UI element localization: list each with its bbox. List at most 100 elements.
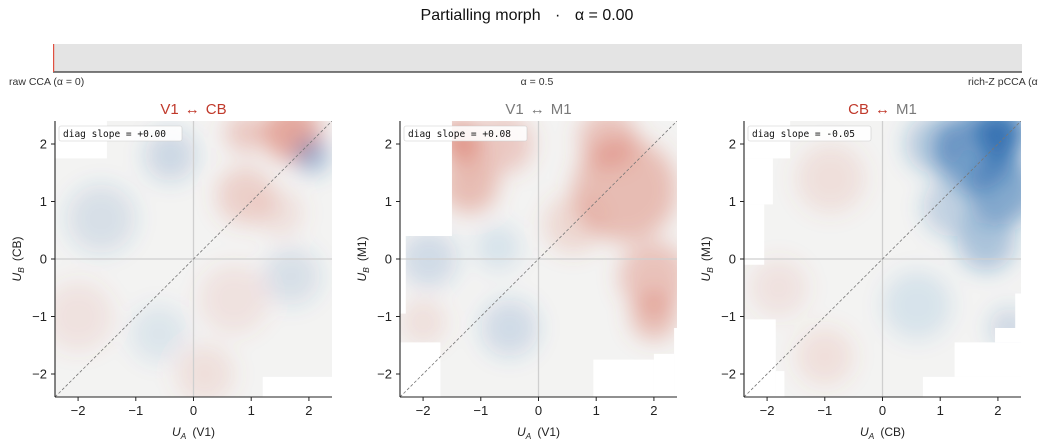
masked-region — [954, 342, 1021, 377]
x-axis-label: UA (V1) — [517, 425, 560, 441]
y-axis-area: (M1) — [699, 236, 713, 261]
x-tick-label: −1 — [473, 403, 488, 418]
panel-title-area-a: V1 — [505, 101, 523, 118]
heatmap-field — [55, 121, 332, 397]
x-tick-label: −1 — [128, 403, 143, 418]
x-axis-label: UA (CB) — [860, 425, 905, 441]
masked-region — [653, 353, 675, 397]
masked-region — [400, 236, 406, 314]
x-axis-subscript: A — [180, 431, 187, 441]
heatmap-cell — [199, 264, 269, 334]
y-tick-label: −1 — [377, 309, 392, 324]
masked-region — [593, 359, 654, 397]
y-axis-subscript: B — [16, 267, 26, 273]
x-axis-area: (V1) — [192, 425, 215, 439]
masked-region — [775, 371, 785, 397]
y-axis-subscript: B — [361, 267, 371, 273]
heatmap-cell — [475, 121, 533, 173]
x-axis-subscript: A — [868, 431, 875, 441]
x-tick-label: 1 — [937, 403, 944, 418]
y-tick-label: 1 — [40, 194, 47, 209]
panel-title: CB ↔ M1 — [848, 101, 917, 118]
heatmap-cell — [176, 345, 234, 397]
y-axis-label: UB (CB) — [10, 236, 26, 281]
figure-title-sep: · — [555, 7, 560, 24]
masked-region — [744, 204, 765, 265]
panel-title: V1 ↔ M1 — [505, 101, 571, 118]
heatmap-cell — [795, 327, 854, 386]
heatmap-cell — [905, 121, 964, 173]
slider-label-left: raw CCA (α = 0) — [9, 76, 84, 88]
heatmap-cell — [256, 189, 304, 237]
heatmap-cell — [882, 270, 952, 340]
alpha-slider[interactable]: raw CCA (α = 0) α = 0.5 rich-Z pCCA (α — [9, 44, 1038, 88]
x-axis-area: (CB) — [880, 425, 905, 439]
masked-region — [744, 158, 773, 205]
y-tick-label: 2 — [40, 137, 47, 152]
y-axis-area: (CB) — [10, 236, 24, 261]
diagonal-reference-line — [55, 121, 332, 397]
x-tick-label: 1 — [593, 403, 600, 418]
masked-region — [995, 328, 1021, 343]
heatmap-cell — [630, 293, 677, 340]
masked-region — [400, 342, 441, 397]
x-axis-label: UA (V1) — [172, 425, 215, 441]
y-tick-label: −2 — [721, 367, 736, 382]
panel-title: V1 ↔ CB — [160, 101, 226, 118]
x-tick-label: 2 — [994, 403, 1001, 418]
x-tick-label: 0 — [535, 403, 542, 418]
x-tick-label: 2 — [650, 403, 657, 418]
y-axis-area: (M1) — [355, 236, 369, 261]
diag-slope-annotation: diag slope = +0.08 — [403, 125, 528, 142]
panel-title-area-b: CB — [206, 101, 227, 118]
diag-slope-annotation: diag slope = -0.05 — [747, 125, 872, 142]
heatmap-cell — [578, 121, 637, 168]
y-tick-label: 0 — [729, 252, 736, 267]
diag-slope-box — [747, 125, 872, 142]
y-axis-label: UB (M1) — [355, 236, 371, 281]
heatmap-cell — [294, 138, 330, 173]
y-axis-label: UB (M1) — [699, 236, 715, 281]
y-tick-label: −1 — [721, 309, 736, 324]
y-axis-symbol: U — [10, 273, 24, 282]
x-axis-area: (V1) — [537, 425, 560, 439]
y-tick-label: 2 — [385, 137, 392, 152]
heatmap-cell — [969, 155, 1021, 225]
masked-region — [922, 376, 1021, 397]
panel-title-arrow: ↔ — [875, 101, 890, 118]
diag-slope-box — [58, 125, 183, 142]
masked-region — [262, 376, 332, 397]
alpha-slider-track[interactable] — [53, 44, 1022, 72]
diag-slope-annotation: diag slope = +0.00 — [58, 125, 183, 142]
panel-title-area-a: V1 — [160, 101, 178, 118]
y-axis-symbol: U — [699, 273, 713, 282]
masked-region — [674, 328, 677, 397]
figure-title-name: Partialling morph — [421, 7, 541, 24]
heatmap-cell — [922, 178, 981, 237]
x-tick-label: 2 — [305, 403, 312, 418]
heatmap-cell — [262, 247, 321, 306]
y-axis-symbol: U — [355, 273, 369, 282]
heatmap-cell — [475, 224, 522, 271]
heatmap-cell — [795, 143, 866, 214]
heatmap-cell — [144, 129, 197, 182]
slider-label-mid: α = 0.5 — [521, 76, 554, 88]
diag-slope-text: diag slope = -0.05 — [752, 129, 855, 140]
heatmap-cell — [480, 299, 539, 357]
x-tick-label: 0 — [879, 403, 886, 418]
x-axis-subscript: A — [525, 431, 532, 441]
x-tick-label: −2 — [760, 403, 775, 418]
panel-title-arrow: ↔ — [185, 101, 200, 118]
figure-title-alpha: α = 0.00 — [575, 7, 634, 24]
heatmap-cell — [55, 281, 113, 352]
heatmap-cell — [66, 184, 136, 254]
x-axis-symbol: U — [860, 425, 869, 439]
heatmap-cell — [400, 299, 447, 346]
panel-title-area-b: M1 — [551, 101, 572, 118]
panel-title-area-a: CB — [848, 101, 869, 118]
masked-region — [1015, 293, 1021, 328]
figure-title: Partialling morph · α = 0.00 — [421, 7, 634, 24]
